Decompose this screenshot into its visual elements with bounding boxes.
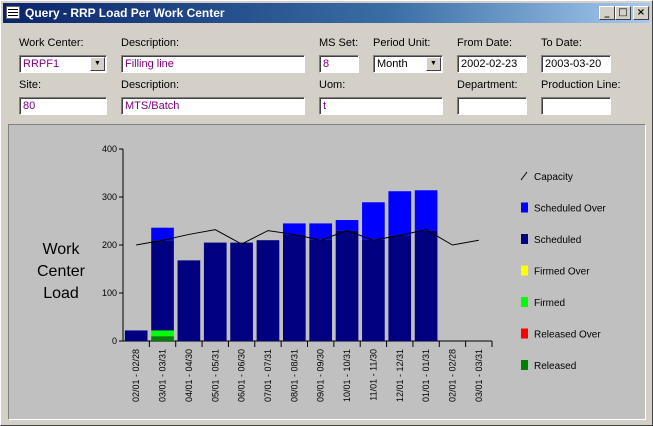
maximize-button[interactable]: □ bbox=[615, 6, 631, 20]
x-tick-label: 09/01 - 09/30 bbox=[316, 349, 326, 402]
bar-scheduled-over bbox=[362, 202, 385, 240]
bar-scheduled-over bbox=[309, 223, 333, 240]
x-tick-label: 10/01 - 10/31 bbox=[342, 349, 352, 402]
work-center-value: RRPF1 bbox=[23, 58, 60, 70]
to-date-label: To Date: bbox=[541, 37, 582, 49]
to-date-field[interactable]: 2003-03-20 bbox=[541, 55, 611, 73]
legend-swatch-firmed bbox=[521, 297, 528, 307]
production-line-field[interactable] bbox=[541, 97, 611, 115]
x-tick-label: 07/01 - 07/31 bbox=[263, 349, 273, 402]
x-tick-label: 06/01 - 06/30 bbox=[237, 349, 247, 402]
chevron-down-icon[interactable]: ▼ bbox=[426, 57, 441, 71]
period-unit-select[interactable]: Month ▼ bbox=[373, 55, 443, 73]
legend-swatch-firmed-over bbox=[521, 265, 528, 276]
legend-label-released: Released bbox=[534, 361, 576, 372]
ms-set-label: MS Set: bbox=[319, 37, 359, 49]
production-line-label: Production Line: bbox=[541, 79, 621, 91]
minimize-button[interactable]: _ bbox=[599, 6, 615, 20]
legend-label-firmed: Firmed bbox=[534, 298, 565, 309]
chevron-down-icon[interactable]: ▼ bbox=[90, 57, 105, 71]
title-bar[interactable]: Query - RRP Load Per Work Center _ □ × bbox=[3, 3, 650, 23]
capacity-line bbox=[136, 229, 479, 246]
site-field[interactable]: 80 bbox=[19, 97, 107, 115]
from-date-field[interactable]: 2002-02-23 bbox=[457, 55, 527, 73]
x-tick-label: 05/01 - 05/31 bbox=[210, 349, 220, 402]
chart-panel: 0 100 200 300 400 Work Center Load 02/01 - 02/28… bbox=[8, 124, 646, 420]
bar-scheduled-over bbox=[151, 227, 174, 241]
load-chart: 0 100 200 300 400 Work Center Load 02/01 - 02/28… bbox=[37, 144, 606, 402]
bar-scheduled-over bbox=[388, 191, 412, 236]
x-tick-label: 01/01 - 01/31 bbox=[421, 349, 431, 402]
bar-scheduled bbox=[230, 242, 253, 341]
x-tick-label: 11/01 - 11/30 bbox=[368, 349, 378, 401]
x-tick-label: 02/01 - 02/28 bbox=[447, 349, 457, 402]
bar-scheduled bbox=[282, 234, 306, 341]
y-tick-label: 0 bbox=[112, 336, 117, 346]
uom-label: Uom: bbox=[319, 79, 346, 91]
department-label: Department: bbox=[457, 79, 518, 91]
legend-swatch-released bbox=[521, 360, 528, 370]
bar-scheduled bbox=[388, 235, 412, 341]
bar-released bbox=[151, 336, 174, 341]
x-tick-label: 12/01 - 12/31 bbox=[395, 349, 405, 402]
bar-scheduled-over bbox=[414, 190, 438, 231]
bar-scheduled bbox=[124, 330, 148, 341]
legend-label-scheduled: Scheduled bbox=[534, 235, 581, 246]
y-tick-label: 400 bbox=[102, 144, 117, 154]
bar-scheduled bbox=[362, 239, 385, 341]
window-title: Query - RRP Load Per Work Center bbox=[25, 6, 225, 20]
uom-field[interactable]: t bbox=[319, 97, 443, 115]
description-label-1: Description: bbox=[121, 37, 180, 49]
bar-scheduled-over bbox=[335, 220, 359, 231]
x-tick-label: 03/01 - 03/31 bbox=[158, 349, 168, 402]
legend-swatch-released-over bbox=[521, 328, 528, 339]
bar-scheduled-over bbox=[282, 223, 306, 235]
close-button[interactable]: × bbox=[633, 6, 649, 20]
legend-swatch-scheduled-over bbox=[521, 202, 528, 213]
y-axis-label: Work bbox=[42, 241, 80, 258]
description-label-2: Description: bbox=[121, 79, 180, 91]
ms-set-field[interactable]: 8 bbox=[319, 55, 359, 73]
x-tick-label: 08/01 - 08/31 bbox=[289, 349, 299, 402]
bar-scheduled bbox=[309, 239, 333, 341]
y-tick-label: 200 bbox=[102, 240, 117, 250]
legend-swatch-scheduled bbox=[521, 234, 528, 244]
legend-label-capacity: Capacity bbox=[534, 172, 573, 183]
period-unit-label: Period Unit: bbox=[373, 37, 431, 49]
bar-firmed bbox=[151, 330, 174, 337]
y-tick-label: 300 bbox=[102, 192, 117, 202]
y-tick-label: 100 bbox=[102, 288, 117, 298]
bar-scheduled bbox=[335, 230, 359, 341]
bar-scheduled bbox=[203, 242, 227, 341]
work-center-label: Work Center: bbox=[19, 37, 84, 49]
x-tick-label: 02/01 - 02/28 bbox=[131, 349, 141, 402]
x-tick-label: 04/01 - 04/30 bbox=[184, 349, 194, 402]
legend-label-released-over: Released Over bbox=[534, 330, 601, 341]
bar-scheduled bbox=[256, 240, 280, 341]
work-center-select[interactable]: RRPF1 ▼ bbox=[19, 55, 107, 73]
legend-label-scheduled-over: Scheduled Over bbox=[534, 204, 606, 215]
bar-scheduled bbox=[414, 230, 438, 341]
description-field-1[interactable]: Filling line bbox=[121, 55, 305, 73]
x-tick-label: 03/01 - 03/31 bbox=[474, 349, 484, 402]
period-unit-value: Month bbox=[377, 58, 408, 70]
bar-scheduled bbox=[151, 240, 174, 331]
from-date-label: From Date: bbox=[457, 37, 513, 49]
bar-scheduled bbox=[177, 260, 201, 341]
y-axis-label: Load bbox=[43, 285, 79, 302]
legend-label-firmed-over: Firmed Over bbox=[534, 267, 590, 278]
y-axis-label: Center bbox=[37, 263, 86, 280]
legend-swatch-capacity bbox=[520, 171, 528, 181]
description-field-2[interactable]: MTS/Batch bbox=[121, 97, 305, 115]
site-label: Site: bbox=[19, 79, 42, 91]
department-field[interactable] bbox=[457, 97, 527, 115]
window-menu-icon[interactable] bbox=[6, 6, 20, 19]
